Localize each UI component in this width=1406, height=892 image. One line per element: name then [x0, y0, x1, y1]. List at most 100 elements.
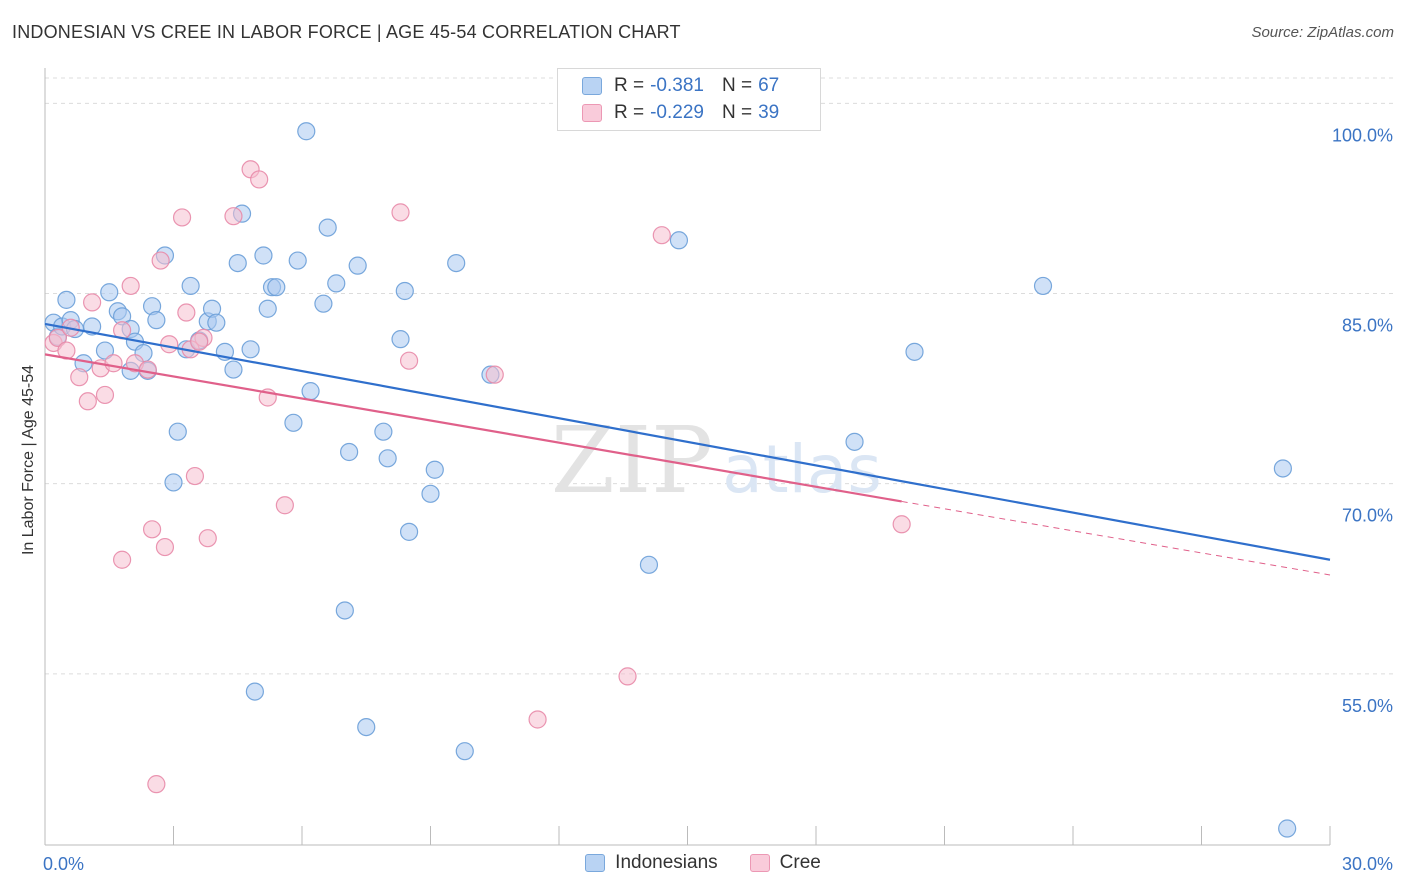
cree-point [83, 293, 102, 312]
cree-point [147, 775, 166, 794]
indonesians-point [374, 422, 393, 441]
indonesians-point [147, 311, 166, 330]
indonesians-point [391, 330, 410, 349]
cree-point [78, 392, 97, 411]
indonesians-point [357, 717, 376, 737]
cree-point [160, 335, 179, 354]
indonesians-point [314, 294, 333, 313]
cree-point [48, 328, 67, 347]
r-value: -0.229 [650, 102, 704, 123]
indonesians-swatch [582, 77, 602, 95]
indonesians-point [447, 253, 466, 273]
indonesians-point [425, 460, 444, 479]
cree-point [185, 466, 205, 486]
cree-trend-line [44, 353, 902, 503]
cree-point [121, 276, 140, 296]
cree-point [275, 496, 294, 515]
x-tick-label: 30.0% [1342, 854, 1393, 874]
cree-point [892, 515, 911, 534]
cree-point [138, 360, 157, 379]
indonesians-point [254, 246, 273, 265]
indonesians-point [1273, 459, 1292, 478]
n-value: 67 [758, 75, 780, 96]
indonesians-point [164, 473, 183, 492]
cree-point [151, 251, 170, 270]
indonesians-point [95, 341, 115, 360]
cree-point [95, 385, 115, 405]
indonesians-point [288, 251, 307, 270]
n-label: N = [721, 75, 753, 96]
cree-swatch [582, 104, 602, 122]
axis-layer [44, 68, 1331, 846]
cree-point [190, 332, 209, 351]
watermark: ZIP atlas [551, 407, 882, 514]
chart-title: INDONESIAN VS CREE IN LABOR FORCE | AGE … [12, 22, 681, 42]
series-legend: Indonesians Cree [0, 852, 1406, 874]
n-label: N = [721, 102, 753, 123]
watermark-zip: ZIP [551, 407, 713, 514]
cree-point [104, 354, 123, 373]
indonesians-point [318, 218, 337, 237]
cree-swatch [749, 854, 770, 872]
indonesians-point [395, 281, 414, 301]
cree-point [528, 710, 547, 729]
cree-point [391, 203, 410, 222]
stats-row-cree: R = -0.229 N = 39 [582, 101, 779, 125]
cree-point [485, 365, 504, 384]
x-tick-label: 0.0% [43, 854, 84, 874]
indonesians-point [168, 422, 187, 441]
indonesians-point [181, 276, 200, 296]
cree-point [652, 226, 671, 245]
y-tick-label: 55.0% [1342, 696, 1393, 716]
cree-point [112, 550, 132, 569]
indonesians-point [297, 122, 316, 141]
stats-row-indonesians: R = -0.381 N = 67 [582, 74, 779, 98]
indonesians-point [1278, 819, 1297, 838]
indonesians-point [669, 231, 689, 250]
r-label: R = [614, 102, 645, 123]
cree-point [224, 207, 243, 226]
trend-layer [44, 322, 1331, 576]
legend-item-indonesians[interactable]: Indonesians [585, 852, 718, 874]
cree-point [155, 537, 175, 557]
cree-point [250, 170, 269, 189]
indonesians-point [224, 360, 243, 379]
indonesians-point [57, 290, 76, 309]
indonesians-point [284, 413, 303, 432]
indonesians-trend-line [44, 322, 1331, 561]
y-tick-label: 85.0% [1342, 316, 1393, 336]
indonesians-point [845, 432, 864, 451]
cree-point [198, 529, 217, 548]
indonesians-point [100, 283, 119, 302]
indonesians-point [1033, 276, 1053, 296]
indonesians-point [228, 253, 247, 273]
legend-item-cree[interactable]: Cree [749, 852, 821, 874]
indonesians-point [639, 555, 659, 574]
cree-point [618, 667, 637, 686]
cree-point [177, 303, 196, 322]
indonesians-point [378, 449, 397, 468]
cree-point [172, 208, 192, 227]
indonesians-point [258, 299, 277, 318]
indonesians-point [335, 601, 354, 620]
indonesians-point [207, 313, 226, 332]
cree-point [399, 351, 419, 370]
cree-point [70, 368, 89, 387]
indonesians-point [267, 278, 286, 297]
r-value: -0.381 [650, 75, 704, 96]
indonesians-swatch [585, 854, 606, 872]
cree-trend-extension [901, 500, 1331, 576]
r-label: R = [614, 75, 645, 96]
indonesians-point [421, 484, 440, 503]
stats-legend: R = -0.381 N = 67 R = -0.229 N = 39 [557, 68, 821, 131]
y-tick-label: 100.0% [1332, 125, 1393, 145]
legend-label: Indonesians [615, 852, 718, 873]
n-value: 39 [758, 102, 780, 123]
y-tick-label: 70.0% [1342, 506, 1393, 526]
indonesians-point [348, 256, 367, 275]
indonesians-point [245, 682, 264, 701]
indonesians-point [327, 274, 346, 293]
legend-label: Cree [779, 852, 821, 873]
indonesians-point [455, 742, 474, 761]
